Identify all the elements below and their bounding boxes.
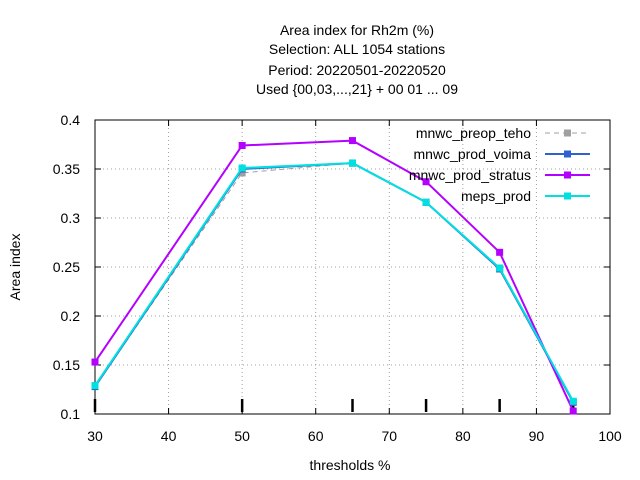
data-point [91,358,99,366]
data-point [349,137,356,145]
legend-item: mnwc_preop_teho [416,125,590,141]
series-mnwc_prod_stratus [91,137,577,415]
y-tick-label: 0.3 [61,210,81,226]
x-tick-label: 50 [234,428,250,444]
x-tick-label: 70 [381,428,397,444]
x-axis: 30 40 50 60 70 80 90 100 [87,120,622,444]
series-line [94,139,575,412]
series-meps_prod [91,159,577,405]
x-axis-label: thresholds % [310,457,391,473]
legend-marker [564,192,571,200]
legend: mnwc_preop_teho mnwc_prod_voima mnwc_prod_… [409,125,590,204]
y-tick-label: 0.2 [61,308,81,324]
y-tick-label: 0.35 [53,161,80,177]
data-point [349,159,356,167]
data-point [422,198,430,206]
y-tick-label: 0.15 [53,357,80,373]
series-lines [91,137,577,415]
y-axis-label: Area index [7,234,23,301]
x-tick-label: 30 [87,428,103,444]
x-tick-label: 100 [598,428,622,444]
series-line [94,162,575,402]
legend-marker [564,171,571,179]
title-line-1: Area index for Rh2m (%) [280,22,434,38]
legend-label: mnwc_prod_stratus [409,167,531,183]
threshold-marks [93,399,575,412]
data-point [238,141,246,149]
y-tick-label: 0.1 [61,406,81,422]
title-line-4: Used {00,03,...,21} + 00 01 ... 09 [256,81,458,97]
y-tick-label: 0.4 [61,112,81,128]
legend-item: mnwc_prod_voima [414,146,590,162]
x-tick-label: 90 [529,428,545,444]
x-tick-label: 60 [308,428,324,444]
x-tick-label: 40 [161,428,177,444]
data-point [422,178,430,186]
data-point [569,407,577,415]
data-point [496,248,504,256]
data-point [238,164,246,172]
y-tick-label: 0.25 [53,259,80,275]
data-point [238,169,246,177]
chart-title: Area index for Rh2m (%) Selection: ALL 1… [256,22,458,97]
data-point [496,264,504,272]
legend-label: meps_prod [461,188,531,204]
legend-label: mnwc_prod_voima [414,146,532,162]
legend-marker [564,129,571,137]
title-line-2: Selection: ALL 1054 stations [269,41,445,57]
legend-item: mnwc_prod_stratus [409,167,590,183]
legend-label: mnwc_preop_teho [416,125,531,141]
legend-item: meps_prod [461,188,590,204]
y-axis: 0.1 0.15 0.2 0.25 0.3 0.35 0.4 [53,112,610,422]
data-point [91,382,99,390]
data-point [569,397,577,405]
title-line-3: Period: 20220501-20220520 [268,62,446,78]
legend-marker [564,150,571,158]
x-tick-label: 80 [455,428,471,444]
